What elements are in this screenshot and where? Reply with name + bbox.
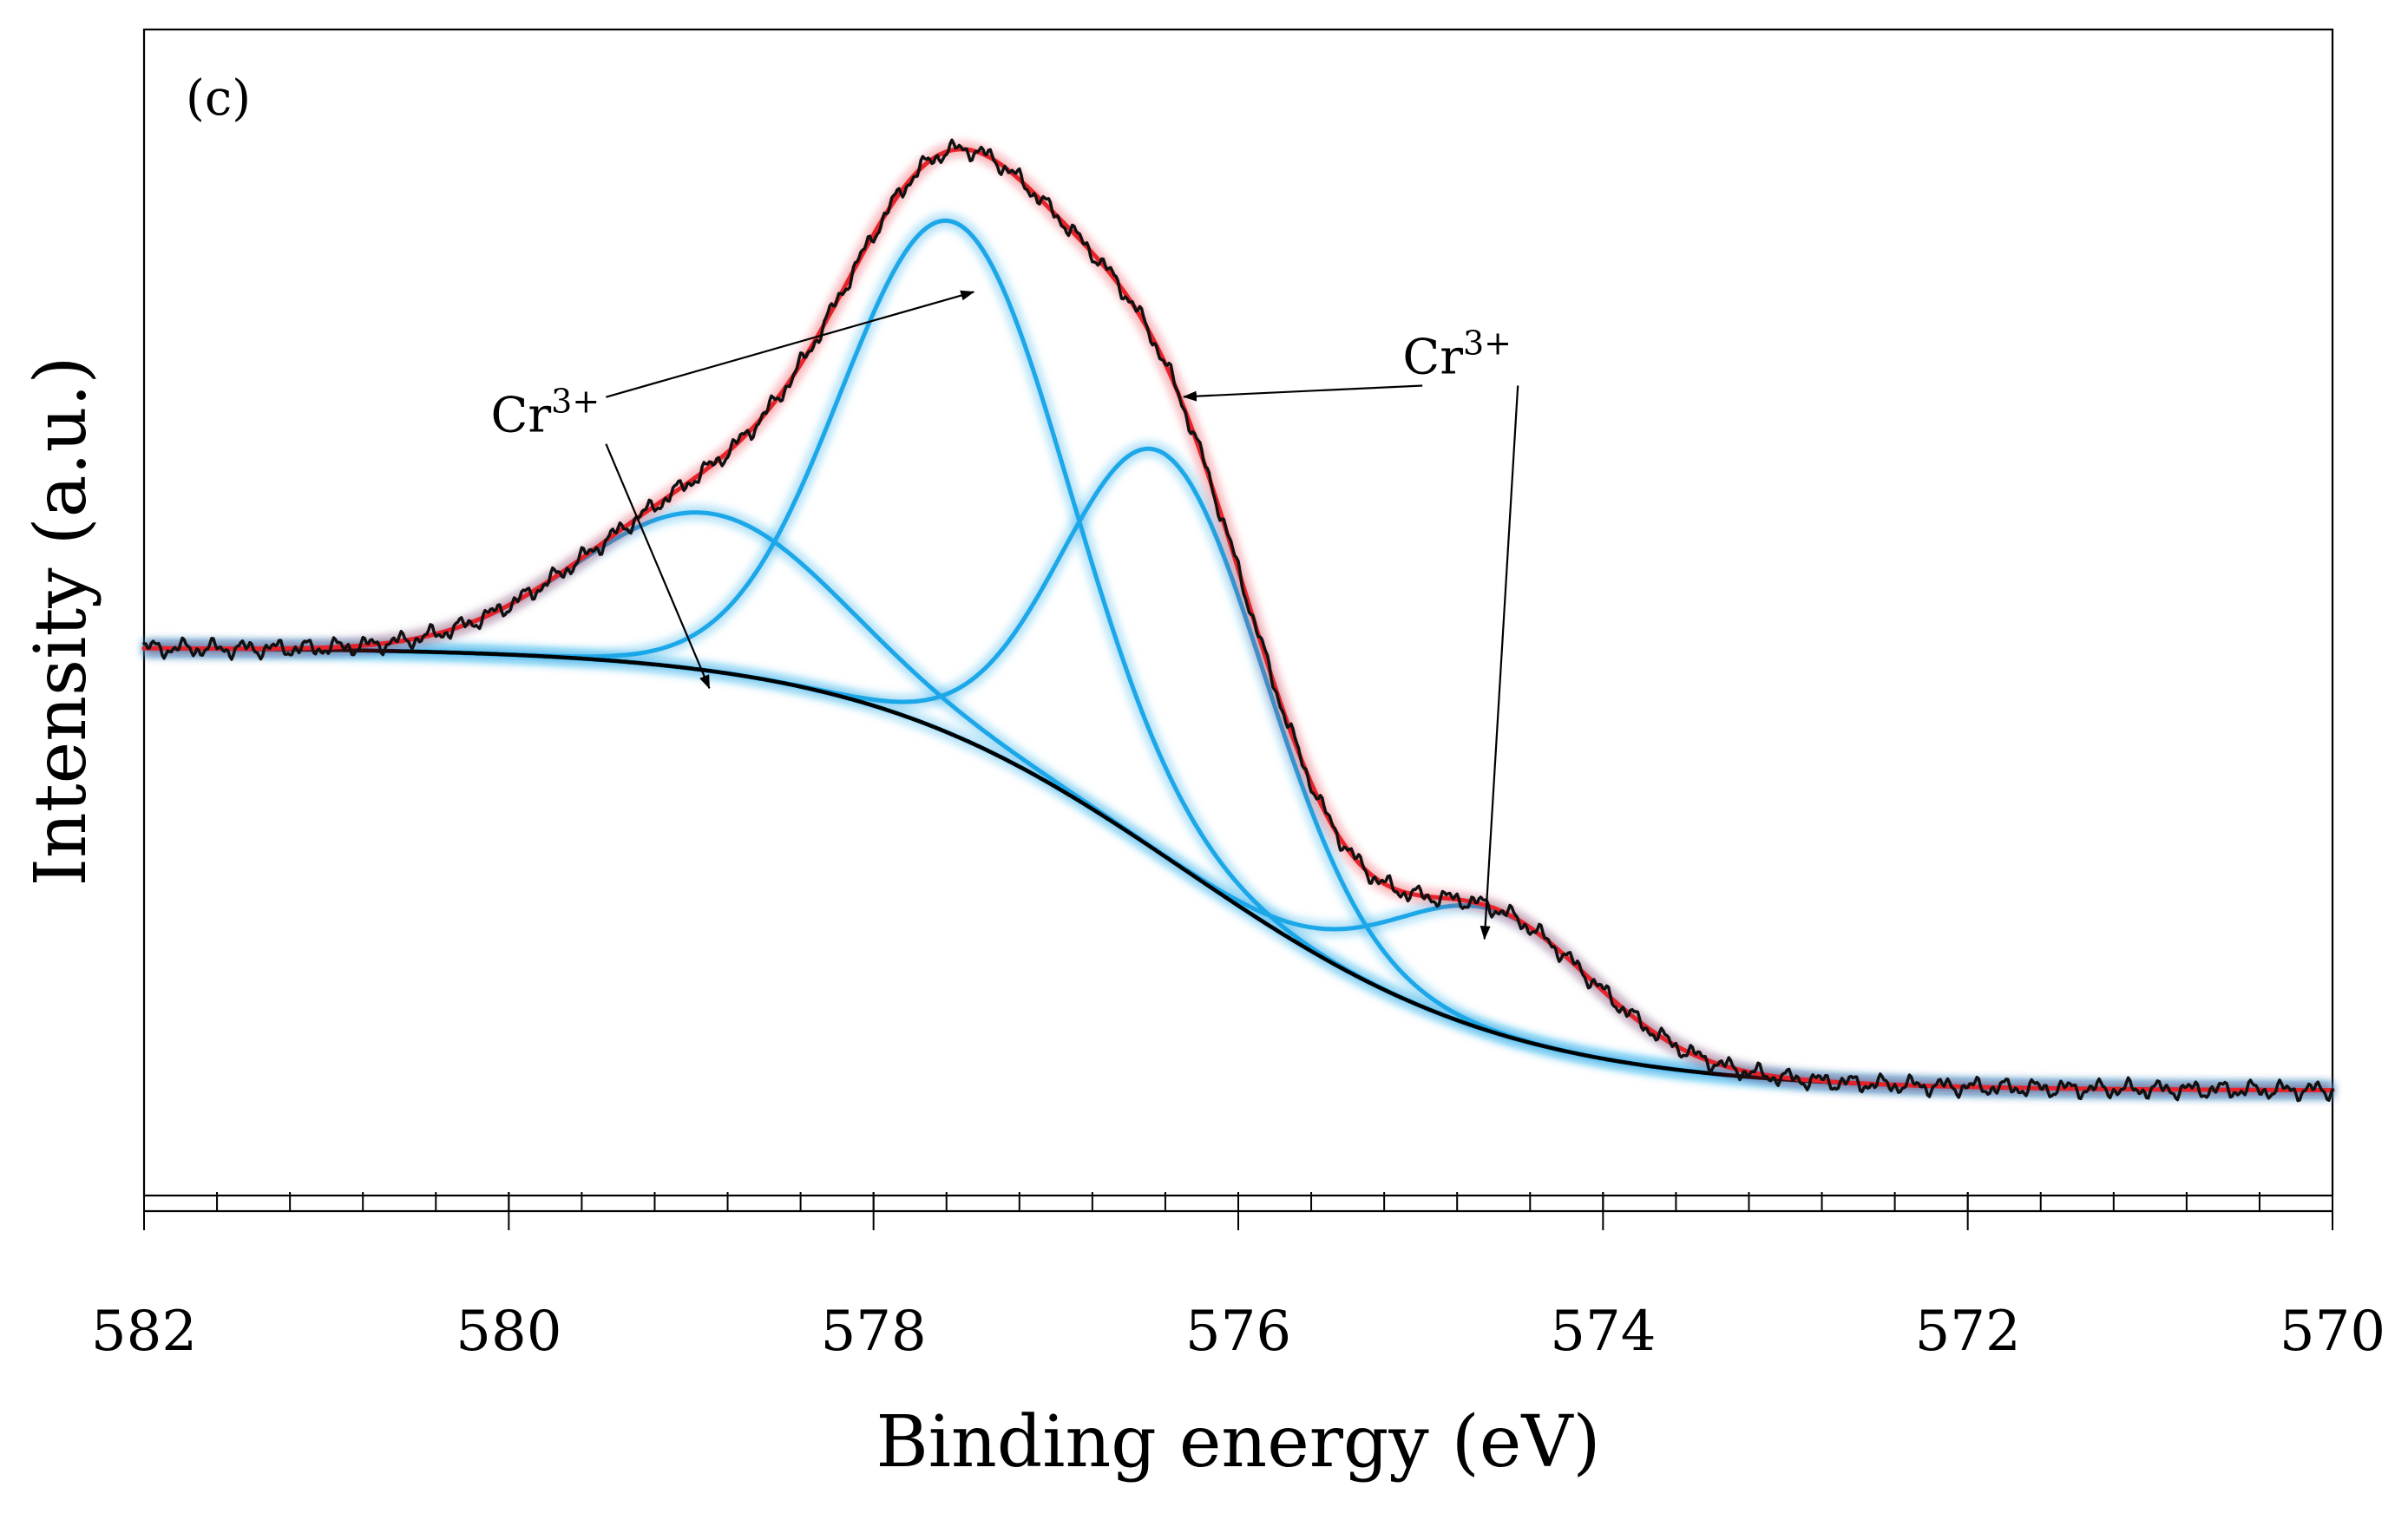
x-tick-labels: 582 580 578 576 574 572 570	[91, 1300, 2385, 1364]
component-curve-3	[141, 446, 2335, 1093]
envelope-fit-curve-glow	[144, 141, 2333, 1097]
plot-curves	[141, 138, 2335, 1103]
raw-data-curve	[142, 138, 2334, 1103]
x-tick-label: 572	[1915, 1300, 2021, 1364]
component-curve-3-glow	[144, 442, 2333, 1097]
x-tick-label: 570	[2280, 1300, 2385, 1364]
annotation-arrow	[605, 443, 711, 690]
cr3-annotation-label: Cr3+	[1402, 324, 1512, 385]
cr3-annotation-label: Cr3+	[491, 383, 600, 444]
component-curve-4	[141, 645, 2335, 1093]
panel-label: (c)	[186, 70, 251, 127]
annotation-arrow	[1182, 384, 1423, 402]
x-tick-label: 576	[1185, 1300, 1291, 1364]
component-curve-4-glow	[144, 641, 2333, 1097]
x-axis-title: Binding energy (eV)	[876, 1401, 1600, 1484]
annotations: Cr3+ Cr3+	[491, 290, 1519, 940]
annotation-arrow	[606, 290, 975, 398]
annotation-arrow	[1480, 385, 1519, 940]
x-tick-label: 574	[1550, 1300, 1656, 1364]
x-tick-label: 580	[456, 1300, 561, 1364]
x-tick-label: 578	[821, 1300, 927, 1364]
background-curve	[141, 645, 2335, 1092]
x-tick-label: 582	[91, 1300, 197, 1364]
x-major-ticks	[143, 1192, 2333, 1230]
y-axis-title: Intensity (a.u.)	[20, 357, 102, 887]
